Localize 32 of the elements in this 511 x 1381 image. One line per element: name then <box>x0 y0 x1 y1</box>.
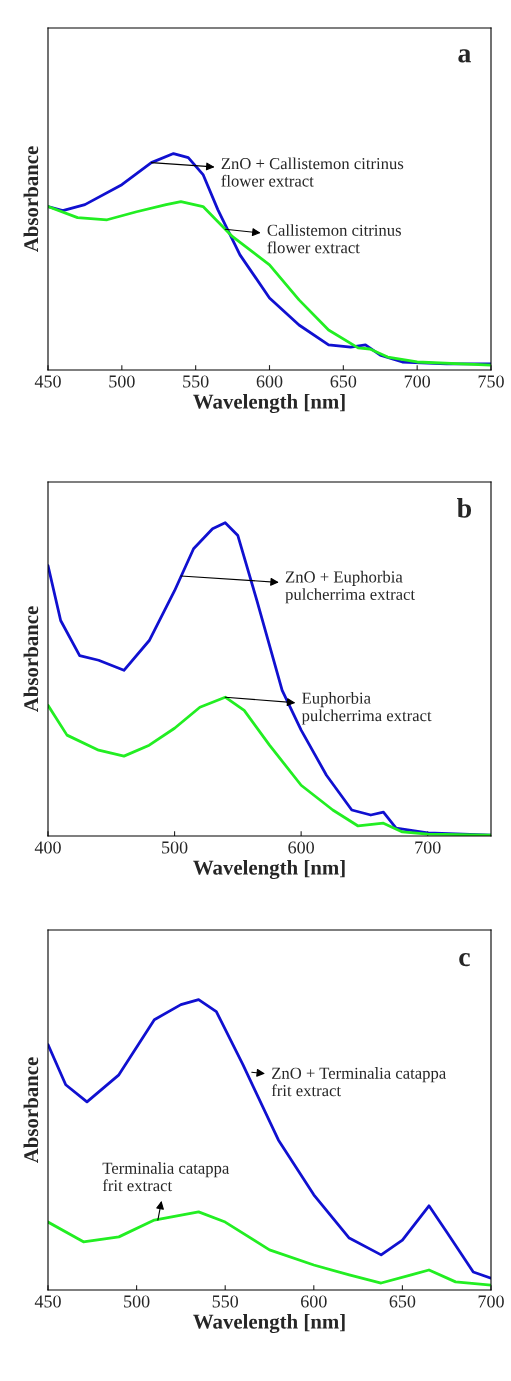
x-tick-label: 600 <box>288 841 314 854</box>
x-tick-label: 550 <box>183 375 209 388</box>
annotation: ZnO + Callistemon citrinus flower extract <box>221 157 404 187</box>
annotation: Euphorbia pulcherrima extract <box>301 692 432 725</box>
y-axis-title: Absorbance <box>23 1057 39 1164</box>
x-tick-label: 500 <box>124 1295 150 1308</box>
y-axis-title: Absorbance <box>23 146 39 253</box>
x-axis-title: Wavelength [nm] <box>193 1314 345 1334</box>
x-tick-label: 550 <box>212 1295 239 1308</box>
x-tick-label: 750 <box>478 375 504 388</box>
annotation: ZnO + Terminalia catappa frit extract <box>271 1067 446 1097</box>
x-tick-label: 700 <box>404 375 431 388</box>
x-tick-label: 450 <box>34 375 61 388</box>
x-tick-label: 700 <box>478 1295 504 1308</box>
x-tick-label: 650 <box>330 375 357 388</box>
x-axis-title: Wavelength [nm] <box>193 860 345 880</box>
chart-title: b <box>457 498 472 518</box>
x-tick-label: 500 <box>109 375 135 388</box>
chart-title: c <box>459 952 470 967</box>
y-axis-title: Absorbance <box>23 606 39 713</box>
x-tick-label: 500 <box>162 841 188 854</box>
x-tick-label: 650 <box>389 1295 416 1308</box>
x-tick-label: 400 <box>34 841 61 854</box>
x-tick-label: 450 <box>34 1295 61 1308</box>
annotation: Callistemon citrinus flower extract <box>267 224 401 254</box>
x-tick-label: 600 <box>301 1295 327 1308</box>
annotation: Terminalia catappa frit extract <box>102 1162 230 1192</box>
x-tick-label: 600 <box>256 375 283 388</box>
x-axis-title: Wavelength [nm] <box>193 394 345 414</box>
chart-title: a <box>458 49 471 63</box>
annotation: ZnO + Euphorbia pulcherrima extract <box>285 570 415 604</box>
x-tick-label: 700 <box>415 841 441 854</box>
